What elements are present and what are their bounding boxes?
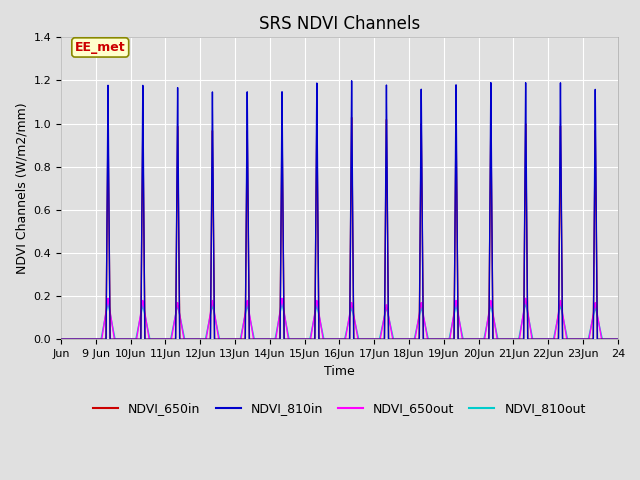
- NDVI_650in: [614, 336, 621, 342]
- Line: NDVI_810in: NDVI_810in: [61, 81, 618, 339]
- NDVI_810out: [191, 336, 199, 342]
- NDVI_810out: [470, 336, 478, 342]
- NDVI_650in: [348, 115, 355, 120]
- Line: NDVI_810out: NDVI_810out: [61, 303, 618, 339]
- NDVI_810out: [522, 300, 529, 306]
- NDVI_810in: [271, 336, 278, 342]
- NDVI_650out: [614, 336, 621, 342]
- NDVI_650in: [271, 336, 278, 342]
- NDVI_810out: [392, 336, 400, 342]
- NDVI_650out: [359, 336, 367, 342]
- NDVI_810out: [271, 336, 278, 342]
- NDVI_810in: [95, 336, 103, 342]
- NDVI_810in: [470, 336, 478, 342]
- Text: EE_met: EE_met: [75, 41, 125, 54]
- NDVI_650out: [522, 296, 529, 301]
- NDVI_810in: [57, 336, 65, 342]
- NDVI_810in: [614, 336, 621, 342]
- Title: SRS NDVI Channels: SRS NDVI Channels: [259, 15, 420, 33]
- NDVI_650out: [95, 336, 103, 342]
- NDVI_650out: [191, 336, 199, 342]
- NDVI_810out: [57, 336, 65, 342]
- Legend: NDVI_650in, NDVI_810in, NDVI_650out, NDVI_810out: NDVI_650in, NDVI_810in, NDVI_650out, NDV…: [88, 397, 591, 420]
- NDVI_650in: [392, 336, 400, 342]
- NDVI_810in: [348, 78, 355, 84]
- NDVI_650in: [359, 336, 367, 342]
- NDVI_650out: [392, 336, 400, 342]
- NDVI_650out: [470, 336, 478, 342]
- NDVI_810out: [614, 336, 621, 342]
- Line: NDVI_650in: NDVI_650in: [61, 118, 618, 339]
- Y-axis label: NDVI Channels (W/m2/mm): NDVI Channels (W/m2/mm): [15, 103, 28, 274]
- NDVI_650out: [271, 336, 278, 342]
- NDVI_650in: [95, 336, 103, 342]
- NDVI_650out: [57, 336, 65, 342]
- NDVI_650in: [470, 336, 478, 342]
- NDVI_810in: [191, 336, 199, 342]
- NDVI_810out: [95, 336, 103, 342]
- NDVI_810in: [392, 336, 400, 342]
- NDVI_650in: [57, 336, 65, 342]
- NDVI_810out: [359, 336, 367, 342]
- X-axis label: Time: Time: [324, 365, 355, 378]
- Line: NDVI_650out: NDVI_650out: [61, 299, 618, 339]
- NDVI_650in: [191, 336, 199, 342]
- NDVI_810in: [359, 336, 367, 342]
